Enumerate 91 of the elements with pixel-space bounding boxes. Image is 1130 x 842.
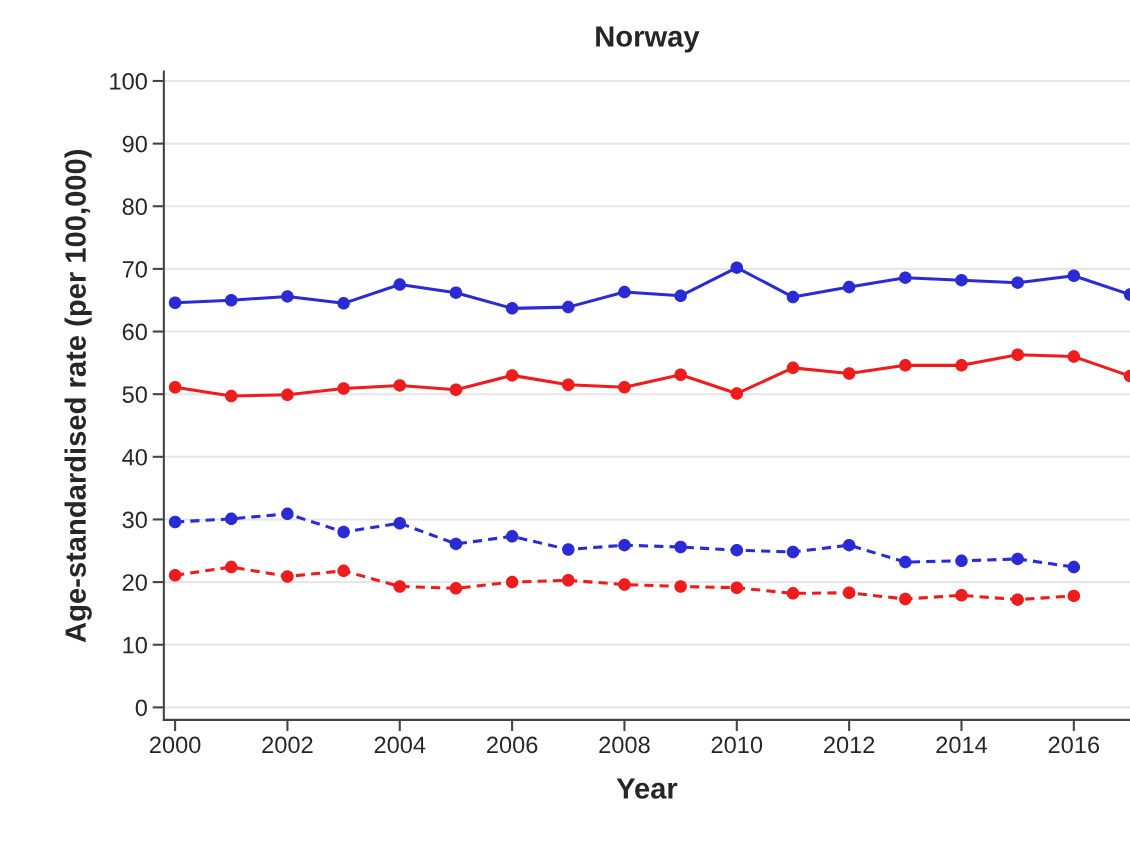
point xyxy=(730,581,744,594)
point xyxy=(505,575,519,589)
point xyxy=(449,582,463,595)
point xyxy=(393,278,407,291)
point xyxy=(168,515,182,529)
point xyxy=(674,368,687,382)
point xyxy=(281,290,294,303)
point xyxy=(225,389,238,403)
point xyxy=(562,378,575,392)
point xyxy=(899,359,912,372)
x-tick-label: 2004 xyxy=(374,736,426,754)
point xyxy=(1067,350,1081,363)
point xyxy=(393,379,407,392)
point xyxy=(168,296,182,309)
point xyxy=(1011,552,1024,566)
x-tick-label: 2008 xyxy=(599,736,650,754)
point xyxy=(562,573,575,587)
x-tick-label: 2016 xyxy=(1048,736,1100,754)
point xyxy=(1011,593,1024,606)
x-tick-label: 2014 xyxy=(936,736,988,754)
y-tick-label: 100 xyxy=(110,73,147,90)
point xyxy=(618,578,631,591)
y-tick-label: 50 xyxy=(122,386,147,403)
point xyxy=(730,543,744,557)
point xyxy=(168,381,182,394)
x-axis-title: Year xyxy=(616,778,678,799)
y-tick-label: 90 xyxy=(122,135,147,153)
point xyxy=(730,387,744,400)
point xyxy=(337,297,350,310)
point xyxy=(562,300,575,314)
point xyxy=(730,261,744,274)
point xyxy=(393,580,407,593)
point xyxy=(337,564,350,578)
point xyxy=(281,570,294,583)
point xyxy=(842,367,856,380)
y-axis-title: Age-standardised rate (per 100,000) xyxy=(64,149,92,643)
point xyxy=(449,537,463,551)
y-tick-label: 40 xyxy=(122,448,147,466)
point xyxy=(955,554,968,568)
y-tick-label: 10 xyxy=(123,636,147,654)
point xyxy=(393,516,407,530)
point xyxy=(955,359,968,372)
point xyxy=(225,512,238,526)
point xyxy=(337,525,350,539)
point xyxy=(618,381,631,394)
point xyxy=(899,555,912,569)
point xyxy=(168,568,182,582)
point xyxy=(505,302,519,315)
y-tick-label: 30 xyxy=(122,511,147,529)
y-tick-label: 20 xyxy=(122,574,147,591)
point xyxy=(618,538,631,552)
point xyxy=(674,289,687,303)
point xyxy=(281,388,294,402)
point xyxy=(842,280,856,294)
point xyxy=(955,273,968,287)
point xyxy=(786,545,800,559)
chart-title: Norway xyxy=(596,26,700,53)
point xyxy=(786,361,800,375)
x-tick-label: 2010 xyxy=(711,736,763,754)
point xyxy=(225,560,238,574)
y-tick-label: 80 xyxy=(122,198,147,216)
point xyxy=(618,285,631,299)
point xyxy=(786,587,800,600)
point xyxy=(842,538,856,552)
x-tick-label: 2002 xyxy=(262,736,313,754)
y-tick-label: 70 xyxy=(122,260,147,278)
point xyxy=(1011,348,1024,361)
point xyxy=(505,530,519,543)
x-tick-label: 2012 xyxy=(824,736,875,754)
point xyxy=(225,293,238,307)
point xyxy=(281,507,294,521)
point xyxy=(1067,589,1081,603)
point xyxy=(674,580,687,593)
point xyxy=(337,382,350,395)
point xyxy=(899,271,912,284)
x-tick-label: 2000 xyxy=(150,736,201,754)
point xyxy=(505,369,519,382)
x-tick-label: 2006 xyxy=(487,736,538,754)
point xyxy=(674,540,687,554)
point xyxy=(562,543,575,556)
point xyxy=(899,592,912,606)
y-tick-label: 0 xyxy=(135,699,147,717)
point xyxy=(1011,276,1024,289)
point xyxy=(955,589,968,602)
point xyxy=(842,586,856,599)
point xyxy=(449,383,463,397)
y-tick-label: 60 xyxy=(122,323,147,341)
point xyxy=(1067,269,1081,283)
point xyxy=(1067,560,1081,574)
point xyxy=(449,286,463,299)
point xyxy=(786,290,800,304)
